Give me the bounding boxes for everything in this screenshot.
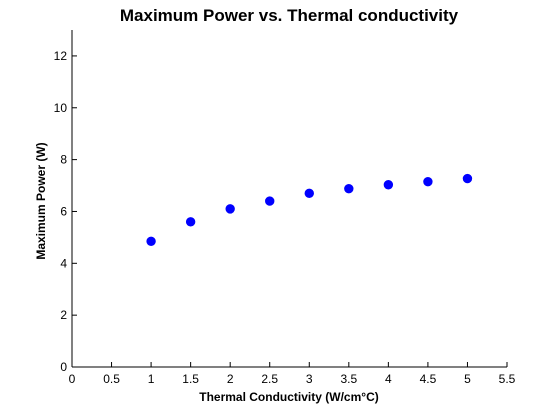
data-point xyxy=(462,173,473,184)
data-point xyxy=(265,196,275,206)
data-point xyxy=(225,204,235,214)
x-tick-label: 4 xyxy=(385,372,392,386)
data-point xyxy=(304,188,314,199)
x-tick-label: 3 xyxy=(306,372,313,386)
x-axis-label: Thermal Conductivity (W/cm°C) xyxy=(199,390,378,404)
y-tick-label: 10 xyxy=(54,101,68,115)
data-point xyxy=(344,183,354,194)
x-tick-label: 2 xyxy=(227,372,234,386)
chart-title: Maximum Power vs. Thermal conductivity xyxy=(120,6,459,25)
x-tick-label: 0.5 xyxy=(103,372,120,386)
x-tick-label: 1.5 xyxy=(182,372,199,386)
data-point xyxy=(383,180,394,190)
x-tick-label: 2.5 xyxy=(261,372,278,386)
x-tick-label: 3.5 xyxy=(340,372,357,386)
x-tick-label: 0 xyxy=(69,372,76,386)
y-tick-label: 12 xyxy=(54,49,68,63)
y-tick-label: 8 xyxy=(60,153,67,167)
plot-axes xyxy=(71,30,507,368)
y-tick-label: 0 xyxy=(60,360,67,374)
x-axis-ticks: 0 0.5 1 1.5 2 2.5 3 3.5 4 4.5 5 5.5 xyxy=(69,362,516,386)
data-point xyxy=(423,176,433,187)
data-points xyxy=(146,173,473,246)
x-tick-label: 5.5 xyxy=(499,372,516,386)
y-axis-ticks: 0 2 4 6 8 10 12 xyxy=(54,49,77,374)
data-point xyxy=(185,217,196,227)
x-tick-label: 5 xyxy=(464,372,471,386)
y-tick-label: 6 xyxy=(60,204,67,218)
y-tick-label: 2 xyxy=(60,308,67,322)
y-axis-label: Maximum Power (W) xyxy=(34,142,48,259)
y-tick-label: 4 xyxy=(60,256,67,270)
x-tick-label: 4.5 xyxy=(420,372,437,386)
x-tick-label: 1 xyxy=(148,372,155,386)
data-point xyxy=(146,236,156,246)
